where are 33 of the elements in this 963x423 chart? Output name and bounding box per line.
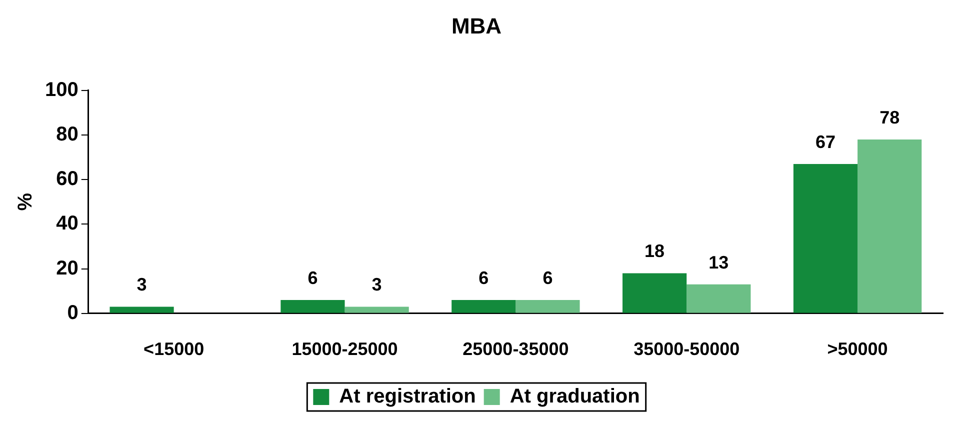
bar [110,306,174,313]
data-label: 3 [136,274,147,295]
bar [686,284,751,313]
bar [858,139,922,313]
y-tick-label: 40 [56,212,78,235]
x-tick-label: 25000-35000 [462,339,569,360]
bar [280,300,345,313]
data-label: 78 [880,107,900,128]
y-tick-label: 80 [56,124,78,146]
data-label: 3 [372,274,382,295]
data-label: 13 [708,252,729,272]
x-tick-label: 35000-50000 [634,339,740,360]
bar [344,306,409,313]
data-label: 6 [542,268,553,288]
legend-label: At registration [339,386,476,408]
bar [452,300,516,313]
data-label: 6 [308,268,318,288]
x-tick-label: >50000 [827,339,888,360]
x-tick-label: <15000 [144,339,204,360]
y-tick-label: 100 [44,78,78,101]
y-tick-label: 0 [67,302,78,324]
data-label: 18 [644,241,665,262]
x-tick-label: 15000-25000 [292,339,398,360]
data-label: 67 [815,132,836,152]
y-axis-title: % [14,192,37,211]
bar [622,273,687,313]
data-label: 6 [478,268,489,288]
legend-label: At graduation [510,386,640,408]
bar [793,164,858,313]
bar [516,300,580,313]
y-tick-label: 60 [56,168,78,190]
y-tick-label: 20 [56,257,78,280]
chart-title: MBA [451,13,502,38]
